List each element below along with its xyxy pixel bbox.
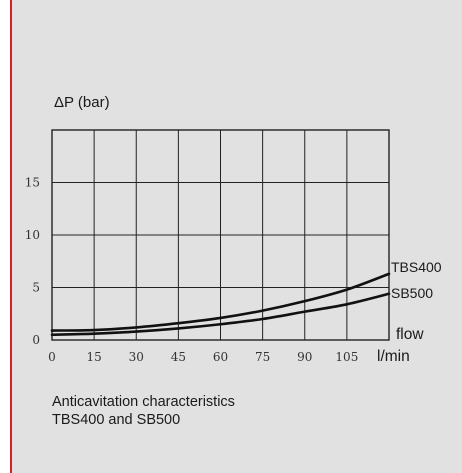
x-tick-labels: 0 15 30 45 60 75 90 105 — [48, 350, 358, 364]
chart-background — [12, 0, 462, 473]
x-axis-unit: l/min — [377, 348, 410, 365]
x-tick-label: 90 — [297, 350, 312, 364]
caption-line-2: TBS400 and SB500 — [52, 412, 181, 428]
series-labels: TBS400 SB500 — [391, 259, 442, 301]
y-tick-label: 10 — [25, 228, 40, 242]
y-axis-label: ΔP (bar) — [54, 94, 110, 111]
series-label-sb500: SB500 — [391, 285, 433, 301]
y-tick-labels: 0 5 10 15 — [25, 176, 40, 348]
y-tick-label: 5 — [32, 281, 40, 295]
series-label-tbs400: TBS400 — [391, 259, 442, 275]
x-tick-label: 60 — [213, 350, 228, 364]
accent-bar — [10, 0, 12, 473]
series-line-tbs400 — [50, 272, 391, 332]
chart-curves — [50, 272, 391, 337]
x-tick-label: 105 — [335, 350, 358, 364]
x-tick-label: 75 — [255, 350, 270, 364]
x-tick-label: 15 — [86, 350, 101, 364]
x-axis-label: flow — [396, 326, 424, 343]
y-tick-label: 0 — [32, 333, 40, 347]
x-tick-label: 0 — [48, 350, 56, 364]
x-tick-label: 45 — [171, 350, 186, 364]
chart-grid — [51, 129, 390, 341]
chart-caption: Anticavitation characteristics TBS400 an… — [52, 393, 235, 429]
x-tick-label: 30 — [129, 350, 144, 364]
caption-line-1: Anticavitation characteristics — [52, 394, 235, 410]
y-tick-label: 15 — [25, 176, 40, 190]
series-line-sb500 — [50, 292, 391, 337]
